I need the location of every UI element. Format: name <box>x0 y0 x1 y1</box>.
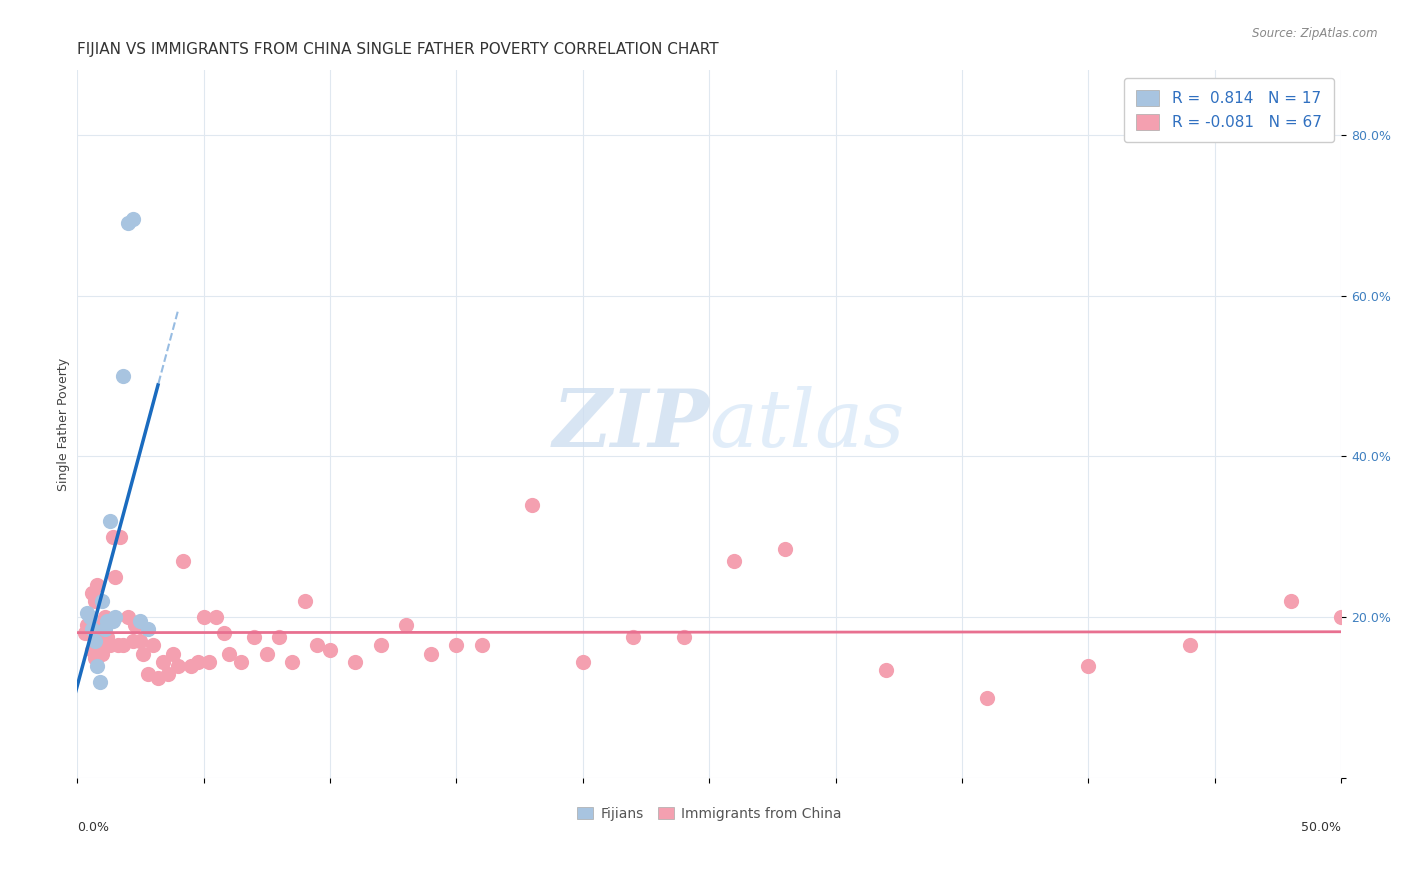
Y-axis label: Single Father Poverty: Single Father Poverty <box>58 358 70 491</box>
Point <box>1279 594 1302 608</box>
Text: atlas: atlas <box>709 385 904 463</box>
Point <box>395 618 418 632</box>
Point <box>91 626 114 640</box>
Point <box>136 623 159 637</box>
Point <box>1330 610 1353 624</box>
Point <box>446 639 468 653</box>
Point <box>218 647 240 661</box>
Point <box>94 610 117 624</box>
Text: ZIP: ZIP <box>553 385 709 463</box>
Point <box>193 610 215 624</box>
Point <box>212 626 235 640</box>
Point <box>129 615 152 629</box>
Point <box>124 618 146 632</box>
Point <box>121 634 143 648</box>
Point <box>83 650 105 665</box>
Point <box>157 666 180 681</box>
Point <box>294 594 316 608</box>
Point <box>82 586 104 600</box>
Point <box>101 615 124 629</box>
Point <box>82 623 104 637</box>
Point <box>104 610 127 624</box>
Point <box>136 666 159 681</box>
Point <box>83 594 105 608</box>
Point <box>79 610 101 624</box>
Point <box>319 642 342 657</box>
Point <box>571 655 593 669</box>
Point <box>162 647 184 661</box>
Point <box>82 642 104 657</box>
Point <box>111 369 134 384</box>
Point <box>98 514 121 528</box>
Point <box>773 541 796 556</box>
Point <box>96 631 118 645</box>
Point <box>89 639 111 653</box>
Point <box>76 607 98 621</box>
Point <box>243 631 266 645</box>
Point <box>76 618 98 632</box>
Point <box>111 639 134 653</box>
Point <box>89 674 111 689</box>
Point <box>420 647 443 661</box>
Point <box>108 530 131 544</box>
Point <box>522 498 544 512</box>
Point <box>86 631 108 645</box>
Point <box>107 639 129 653</box>
Point <box>101 530 124 544</box>
Point <box>104 570 127 584</box>
Point <box>344 655 367 669</box>
Point <box>94 623 117 637</box>
Point <box>1178 639 1201 653</box>
Point <box>976 690 998 705</box>
Point <box>269 631 291 645</box>
Point <box>83 634 105 648</box>
Point <box>91 594 114 608</box>
Point <box>86 578 108 592</box>
Point <box>471 639 494 653</box>
Point <box>180 658 202 673</box>
Point <box>146 671 169 685</box>
Point <box>73 626 96 640</box>
Point <box>117 216 139 230</box>
Point <box>307 639 329 653</box>
Point <box>672 631 695 645</box>
Point <box>142 639 165 653</box>
Point <box>91 647 114 661</box>
Text: 50.0%: 50.0% <box>1302 821 1341 834</box>
Point <box>121 212 143 227</box>
Legend: Fijians, Immigrants from China: Fijians, Immigrants from China <box>569 800 849 828</box>
Point <box>723 554 745 568</box>
Point <box>205 610 228 624</box>
Point <box>98 639 121 653</box>
Point <box>86 658 108 673</box>
Point <box>197 655 219 669</box>
Point <box>256 647 278 661</box>
Point <box>621 631 644 645</box>
Point <box>132 647 155 661</box>
Point <box>187 655 209 669</box>
Point <box>117 610 139 624</box>
Point <box>231 655 253 669</box>
Text: FIJIAN VS IMMIGRANTS FROM CHINA SINGLE FATHER POVERTY CORRELATION CHART: FIJIAN VS IMMIGRANTS FROM CHINA SINGLE F… <box>77 42 718 57</box>
Text: Source: ZipAtlas.com: Source: ZipAtlas.com <box>1253 27 1378 40</box>
Point <box>875 663 897 677</box>
Point <box>129 634 152 648</box>
Text: 0.0%: 0.0% <box>77 821 110 834</box>
Point <box>96 615 118 629</box>
Point <box>79 610 101 624</box>
Point <box>281 655 304 669</box>
Point <box>167 658 190 673</box>
Point <box>1077 658 1099 673</box>
Point <box>152 655 174 669</box>
Point <box>172 554 194 568</box>
Point <box>89 618 111 632</box>
Point <box>370 639 392 653</box>
